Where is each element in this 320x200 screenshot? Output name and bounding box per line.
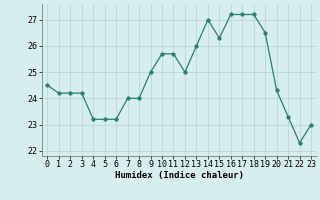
- X-axis label: Humidex (Indice chaleur): Humidex (Indice chaleur): [115, 171, 244, 180]
